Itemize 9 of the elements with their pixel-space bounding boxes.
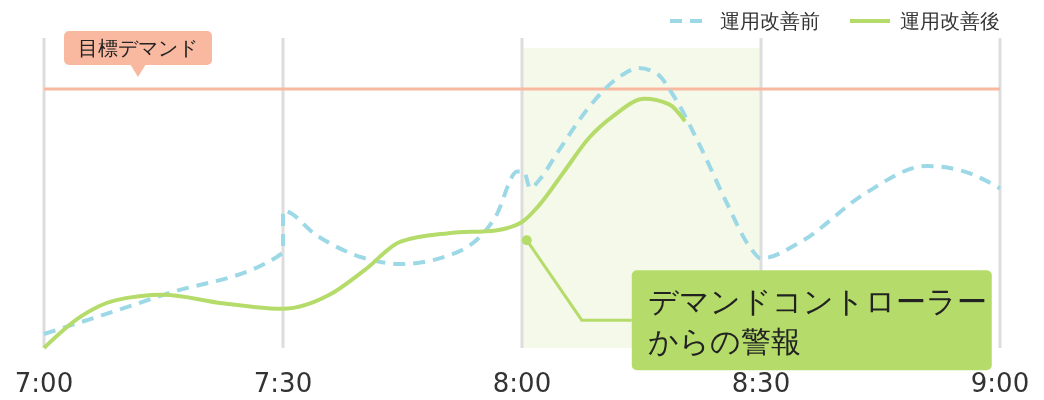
x-tick-label: 8:30 — [731, 368, 791, 398]
annotation: デマンドコントローラーからの警報 — [647, 284, 987, 360]
x-tick-label: 9:00 — [970, 368, 1030, 398]
legend-label: 運用改善後 — [900, 9, 1000, 33]
legend-label: 運用改善前 — [720, 9, 820, 33]
x-tick-label: 7:30 — [253, 368, 313, 398]
x-tick-label: 8:00 — [492, 368, 552, 398]
x-tick-label: 7:00 — [14, 368, 74, 398]
ref-line-label: 目標デマンド — [78, 36, 198, 60]
